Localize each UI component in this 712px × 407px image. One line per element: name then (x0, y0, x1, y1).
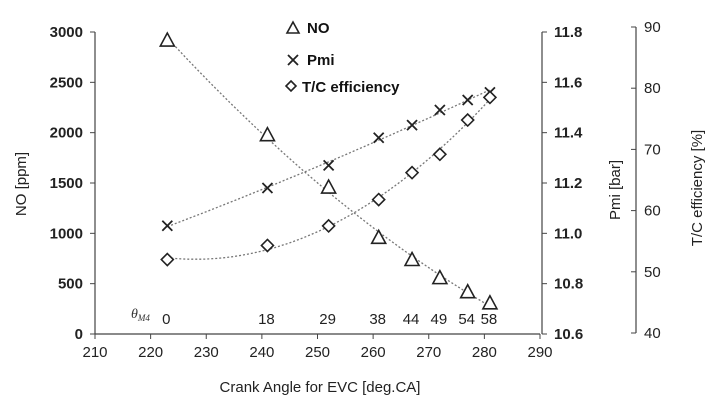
legend-no-triangle-marker (285, 20, 301, 34)
right2-y-tick-label: 90 (644, 19, 661, 36)
right1-y-tick-label: 10.6 (554, 326, 583, 343)
no-data-point (481, 294, 499, 310)
legend: NO Pmi T/C efficiency (284, 20, 400, 96)
left-y-axis-title: NO [ppm] (13, 152, 30, 216)
x-tick-label: 210 (82, 344, 107, 361)
theta-value-label: 38 (369, 311, 386, 328)
right1-y-tick-label: 11.0 (554, 225, 582, 242)
x-tick-label: 230 (194, 344, 219, 361)
left-y-tick-label: 1000 (50, 225, 83, 242)
axis-titles: Crank Angle for EVC [deg.CA] NO [ppm] Pm… (13, 130, 706, 396)
no-data-point (403, 250, 421, 267)
theta-value-label: 49 (431, 311, 448, 328)
trend-line-triangle (166, 37, 491, 307)
right2-y-axis-title: T/C efficiency [%] (689, 130, 706, 246)
theta-value-label: 18 (258, 311, 275, 328)
x-tick-label: 280 (472, 344, 497, 361)
right1-y-tick-label: 11.4 (554, 125, 583, 142)
right1-y-tick-label: 11.8 (554, 24, 582, 41)
no-data-point (370, 228, 388, 245)
x-tick-label: 270 (416, 344, 441, 361)
theta-annotations: θM4 0 18 29 38 44 49 54 58 (131, 307, 497, 328)
theta-value-label: 58 (481, 311, 498, 328)
left-y-tick-label: 500 (58, 276, 83, 293)
tc-efficiency-data-point (482, 90, 498, 105)
x-tick-label: 220 (138, 344, 163, 361)
tc-efficiency-data-point (404, 165, 420, 180)
theta-label: θM4 (131, 307, 150, 323)
pmi-data-point (462, 94, 474, 106)
theta-value-label: 54 (458, 311, 475, 328)
theta-value-label: 0 (162, 311, 170, 328)
right1-y-tick-label: 11.2 (554, 175, 582, 192)
tc-efficiency-data-point (371, 192, 386, 207)
x-tick-label: 240 (249, 344, 274, 361)
pmi-data-point (373, 132, 385, 144)
left-y-tick-label: 3000 (50, 24, 83, 41)
no-data-point (158, 31, 176, 47)
right2-y-tick-label: 50 (644, 264, 661, 281)
trend-line-x (167, 89, 491, 228)
pmi-data-point (261, 182, 274, 194)
right2-y-tick-label: 60 (644, 203, 661, 220)
x-tick-label: 260 (361, 344, 386, 361)
legend-no-label: NO (307, 20, 330, 37)
right2-y-tick-label: 40 (644, 325, 661, 342)
no-data-point (259, 125, 276, 142)
right2-y-tick-label: 80 (644, 80, 661, 97)
left-y-tick-label: 0 (75, 326, 83, 343)
pmi-data-point (161, 220, 173, 232)
series-layer (158, 31, 499, 310)
x-axis-title: Crank Angle for EVC [deg.CA] (220, 379, 421, 396)
tc-efficiency-data-point (432, 147, 448, 162)
theta-value-label: 44 (403, 311, 420, 328)
left-y-tick-label: 1500 (50, 175, 83, 192)
legend-pmi-label: Pmi (307, 52, 335, 69)
legend-item-no: NO (285, 20, 330, 37)
left-y-tick-label: 2000 (50, 125, 83, 142)
no-data-point (320, 178, 337, 194)
no-data-point (459, 283, 477, 299)
left-y-tick-label: 2500 (50, 74, 83, 91)
right1-y-tick-label: 11.6 (554, 74, 582, 91)
axes-layer: 210 220 230 240 250 260 270 280 2900500100015002… (50, 19, 661, 361)
pmi-data-point (406, 119, 418, 131)
tc-efficiency-data-point (460, 112, 475, 128)
no-data-point (431, 268, 449, 285)
x-tick-label: 290 (527, 344, 552, 361)
legend-item-tc-efficiency: T/C efficiency (284, 79, 400, 96)
legend-tc-diamond-marker (284, 79, 298, 93)
pmi-data-point (434, 104, 446, 116)
x-tick-label: 250 (305, 344, 330, 361)
tc-efficiency-data-point (260, 238, 275, 253)
tc-efficiency-data-point (160, 252, 175, 267)
right1-y-axis-title: Pmi [bar] (607, 160, 624, 220)
legend-tc-label: T/C efficiency (302, 79, 400, 96)
pmi-data-point (322, 159, 335, 172)
legend-pmi-x-marker (287, 54, 299, 66)
theta-value-label: 29 (319, 311, 336, 328)
right1-y-tick-label: 10.8 (554, 276, 583, 293)
right2-y-tick-label: 70 (644, 141, 661, 158)
legend-item-pmi: Pmi (287, 52, 335, 69)
tc-efficiency-data-point (321, 218, 336, 234)
